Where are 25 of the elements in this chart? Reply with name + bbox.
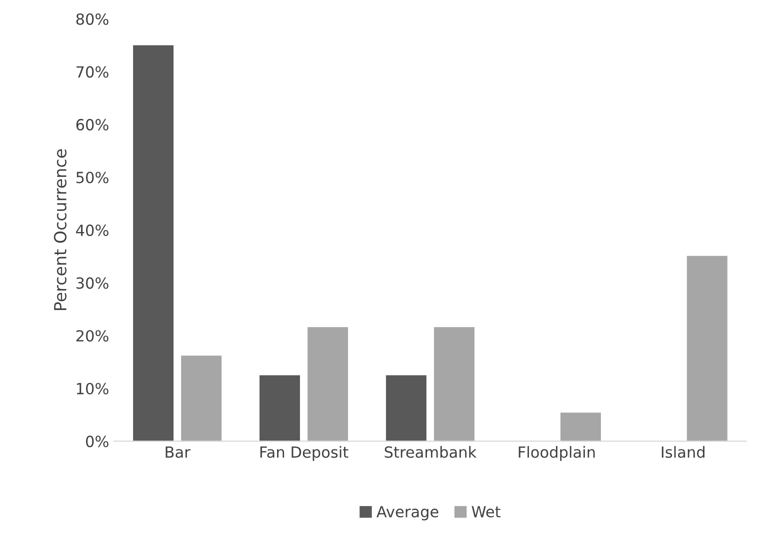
bar (686, 256, 728, 442)
bar (133, 45, 174, 442)
y-tick-label: 60% (76, 118, 108, 130)
bar (308, 327, 348, 442)
y-tick-label: 40% (76, 224, 108, 236)
y-tick-label: 20% (76, 330, 108, 342)
x-tick-label: Bar (166, 446, 190, 458)
bar (560, 412, 601, 442)
y-tick-label: 70% (76, 66, 108, 78)
bar (434, 327, 474, 442)
y-tick-label: 0% (86, 436, 108, 448)
y-axis-title: Percent Occurrence (54, 149, 67, 310)
legend-label: Average (376, 506, 438, 520)
legend-label: Wet (472, 506, 500, 518)
bar (260, 375, 300, 442)
y-tick-label: 80% (76, 13, 108, 25)
x-tick-label: Streambank (384, 446, 477, 458)
y-tick-label: 30% (76, 277, 108, 289)
y-tick-label: 50% (76, 172, 108, 184)
bar (386, 375, 426, 442)
x-tick-label: Floodplain (518, 446, 595, 461)
y-tick-label: 10% (76, 382, 108, 394)
x-tick-label: Island (662, 446, 704, 458)
x-tick-label: Fan Deposit (260, 446, 348, 461)
bar (181, 356, 222, 442)
